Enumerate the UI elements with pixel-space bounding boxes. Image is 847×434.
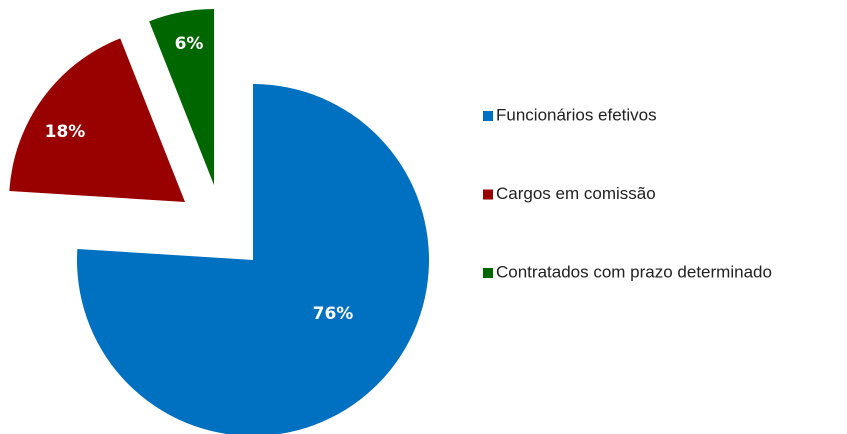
data-label: 76% <box>313 304 354 324</box>
legend-swatch <box>483 268 493 278</box>
pie-slice <box>149 9 214 185</box>
pie-slice <box>77 84 429 434</box>
data-label: 6% <box>175 34 204 54</box>
pie-slice <box>9 38 186 202</box>
data-label: 18% <box>45 122 86 142</box>
legend-swatch <box>483 189 493 200</box>
legend-label: Contratados com prazo determinado <box>496 262 772 281</box>
legend-label: Cargos em comissão <box>496 184 656 203</box>
legend-label: Funcionários efetivos <box>496 105 657 124</box>
legend-swatch <box>483 111 493 121</box>
